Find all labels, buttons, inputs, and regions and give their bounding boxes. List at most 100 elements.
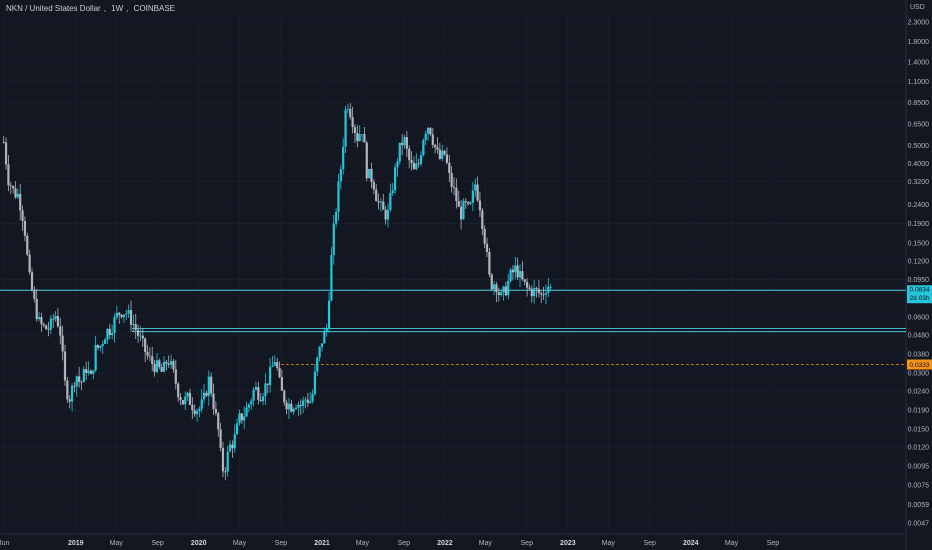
- candle-body: [525, 281, 529, 288]
- y-tick-label: 0.2400: [908, 202, 930, 209]
- candle-body: [217, 413, 220, 430]
- x-tick-label: Sep: [767, 540, 780, 547]
- candle-body: [30, 272, 34, 291]
- candle-body: [459, 206, 463, 220]
- candle-body: [139, 335, 142, 337]
- candle-body: [200, 399, 203, 409]
- candle-body: [132, 324, 135, 325]
- candle-body: [238, 413, 241, 424]
- y-tick-label: 0.6500: [908, 122, 930, 129]
- candle-body: [40, 317, 43, 325]
- candle-body: [177, 383, 180, 398]
- candle-body: [264, 383, 267, 397]
- candle-body: [358, 134, 361, 141]
- candle-body: [327, 300, 331, 329]
- x-tick-label: Sep: [521, 540, 534, 547]
- candle-body: [92, 370, 95, 374]
- interval-label[interactable]: 1W: [111, 4, 124, 13]
- candle-body: [403, 137, 406, 146]
- candle-body: [445, 154, 449, 163]
- y-tick-label: 1.1000: [908, 79, 930, 86]
- candle-body: [266, 383, 269, 385]
- y-tick-label: 0.0190: [908, 407, 930, 414]
- candle-body: [184, 396, 187, 405]
- candle-body: [243, 416, 246, 421]
- candle-body: [415, 163, 418, 170]
- candle-body: [228, 444, 232, 452]
- candle-body: [287, 403, 291, 410]
- candle-body: [120, 314, 123, 318]
- candle-body: [49, 318, 52, 330]
- candle-body: [148, 355, 151, 357]
- candle-body: [306, 399, 309, 403]
- candle-body: [33, 290, 36, 299]
- candle-body: [73, 385, 76, 387]
- y-tick-label: 0.0480: [908, 332, 930, 339]
- candle-body: [431, 134, 434, 145]
- y-tick-label: 0.0240: [908, 389, 930, 396]
- y-tick-label: 0.0600: [908, 314, 930, 321]
- candle-body: [424, 133, 427, 141]
- candle-body: [28, 254, 31, 273]
- y-tick-label: 0.8500: [908, 100, 930, 107]
- candle-body: [457, 201, 460, 207]
- level-price-badge-text: 0.0333: [910, 362, 930, 369]
- candle-body: [419, 155, 423, 164]
- x-tick-label: May: [725, 540, 739, 547]
- candle-body: [188, 392, 192, 405]
- candle-body: [47, 329, 50, 330]
- candle-body: [450, 173, 453, 187]
- candle-body: [521, 271, 524, 280]
- candle-body: [111, 333, 114, 336]
- candle-body: [495, 284, 498, 293]
- candle-body: [94, 345, 97, 371]
- candle-body: [158, 360, 161, 368]
- candle-body: [250, 400, 253, 405]
- candle-body: [16, 193, 19, 198]
- candle-body: [195, 410, 199, 415]
- candle-body: [311, 394, 314, 402]
- candle-body: [393, 167, 397, 191]
- candle-body: [203, 392, 206, 400]
- candle-body: [370, 168, 373, 182]
- candle-body: [408, 148, 411, 161]
- candle-body: [434, 144, 437, 148]
- candle-body: [9, 185, 12, 187]
- candle-body: [198, 408, 201, 411]
- candle-body: [63, 351, 67, 381]
- candle-body: [492, 284, 496, 290]
- x-tick-label: Sep: [275, 540, 288, 547]
- candle-body: [516, 265, 519, 278]
- candle-body: [304, 399, 307, 401]
- candle-body: [401, 142, 404, 146]
- candle-body: [129, 310, 133, 325]
- y-tick-label: 0.0380: [908, 351, 930, 358]
- candle-body: [438, 149, 441, 159]
- candle-body: [141, 335, 144, 339]
- candle-body: [441, 150, 444, 159]
- candle-body: [162, 361, 166, 372]
- candle-body: [396, 161, 399, 168]
- candle-body: [207, 376, 210, 396]
- y-tick-label: 0.0059: [908, 502, 930, 509]
- candle-body: [181, 400, 184, 405]
- candle-body: [160, 367, 163, 372]
- currency-label[interactable]: USD: [910, 4, 925, 11]
- candle-body: [4, 142, 8, 165]
- candle-body: [309, 401, 312, 403]
- x-tick-label: Sep: [151, 540, 164, 547]
- candle-body: [372, 181, 375, 190]
- y-tick-label: 0.0120: [908, 445, 930, 452]
- y-tick-label: 0.1200: [908, 258, 930, 265]
- candle-body: [283, 390, 286, 403]
- y-tick-label: 0.5000: [908, 143, 930, 150]
- candle-body: [231, 444, 234, 449]
- x-tick-label: 2024: [683, 540, 699, 547]
- candle-body: [488, 251, 491, 275]
- candle-body: [535, 288, 538, 289]
- candle-body: [153, 363, 156, 372]
- x-tick-label: Sep: [398, 540, 411, 547]
- candle-body: [56, 315, 60, 327]
- current-price-badge: [907, 285, 932, 304]
